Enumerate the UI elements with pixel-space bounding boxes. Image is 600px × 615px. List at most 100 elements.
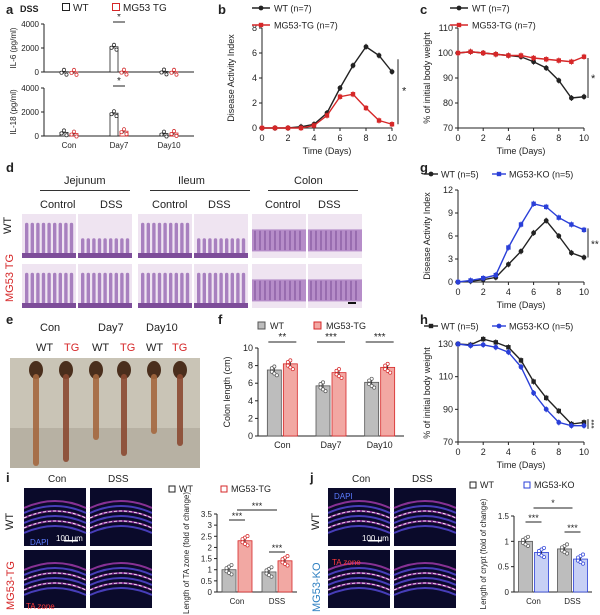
- fluorescence-image-grid: [328, 488, 456, 608]
- data-point: [531, 379, 536, 384]
- y-tick-label: 0: [35, 132, 40, 141]
- data-point: [245, 534, 250, 539]
- data-point: [122, 127, 126, 132]
- data-point: [72, 68, 76, 72]
- x-tick-label: 8: [556, 447, 561, 457]
- data-point: [565, 542, 569, 547]
- data-point: [321, 380, 325, 385]
- chart-panel-c: 70 80 90 100 110 0 2 4 6 8 10 % of initial body wei…: [422, 4, 596, 157]
- villus: [103, 238, 107, 254]
- legend-marker: [496, 323, 502, 329]
- villus: [141, 272, 145, 304]
- chart-panel-g: 0 3 6 9 12 0 2 4 6 8 10 Disease Activity Index Time …: [422, 170, 599, 311]
- data-point: [468, 49, 473, 54]
- data-point: [259, 125, 265, 131]
- data-point: [468, 278, 473, 283]
- legend-marker: [428, 323, 434, 329]
- data-point: [119, 130, 124, 135]
- villus: [64, 272, 68, 304]
- y-tick-label: 2: [208, 543, 213, 552]
- panel-j-images: Con DSS WT MG53-KO DAPI 100 μm TA zone: [306, 472, 468, 615]
- y-tick-label: 3: [448, 254, 453, 264]
- legend-label: WT (n=5): [441, 322, 479, 332]
- villus: [97, 238, 102, 254]
- fluorescence-tile: [328, 550, 391, 608]
- fluorescence-tile: [393, 550, 456, 608]
- data-point: [272, 125, 278, 131]
- data-point: [531, 55, 536, 61]
- data-point: [531, 59, 536, 65]
- x-tick-label: 6: [337, 133, 342, 143]
- data-point: [283, 561, 287, 566]
- data-point: [112, 109, 116, 114]
- villus: [36, 272, 40, 304]
- villus: [146, 272, 150, 304]
- bar: [534, 552, 549, 593]
- fluorescence-image-grid: [24, 488, 152, 608]
- data-point: [112, 42, 116, 47]
- villus: [169, 272, 173, 304]
- villus: [157, 272, 162, 304]
- significance-mark: ***: [590, 419, 599, 428]
- tissue-band: [328, 587, 391, 596]
- legend-swatch: [523, 481, 531, 489]
- significance-mark: ***: [567, 523, 578, 533]
- tissue-band: [24, 505, 87, 514]
- villus: [114, 272, 118, 304]
- histology-tile: [194, 214, 248, 258]
- x-tick-label: 4: [506, 287, 511, 297]
- villus: [109, 272, 113, 304]
- x-tick-label: 8: [363, 133, 368, 143]
- data-point: [172, 129, 176, 134]
- y-tick-label: 0: [248, 431, 253, 441]
- tissue-band: [328, 525, 391, 534]
- category-label: DSS: [269, 597, 285, 606]
- panel-letter-b: b: [218, 2, 226, 17]
- tissue-band: [24, 525, 87, 534]
- villus: [58, 222, 62, 254]
- data-point: [581, 423, 587, 429]
- villus: [146, 222, 150, 254]
- villus: [230, 272, 234, 304]
- villus: [174, 222, 178, 254]
- data-point: [556, 58, 561, 63]
- x-tick-label: 4: [311, 133, 316, 143]
- data-point: [518, 358, 524, 363]
- data-point: [518, 364, 524, 370]
- villus: [152, 272, 156, 304]
- villus: [185, 272, 190, 304]
- genotype-label: TG: [64, 342, 80, 354]
- data-point: [318, 382, 323, 387]
- tissue-band: [328, 567, 391, 576]
- data-point: [240, 537, 245, 542]
- bar: [331, 372, 347, 437]
- y-tick-label: 90: [443, 404, 453, 414]
- y-tick-label: 4000: [21, 84, 39, 93]
- data-point: [481, 336, 486, 342]
- villus: [185, 222, 190, 254]
- ta-zone-boundary: [328, 582, 391, 591]
- bar: [282, 363, 298, 437]
- x-tick-label: 10: [579, 133, 589, 143]
- mucosa: [308, 229, 362, 252]
- data-point: [159, 70, 164, 75]
- bar: [557, 548, 572, 593]
- y-tick-label: 6: [248, 378, 253, 388]
- x-tick-label: 10: [387, 133, 397, 143]
- villus: [208, 272, 212, 304]
- histology-tile: [308, 264, 362, 308]
- data-point: [288, 365, 293, 370]
- villus: [202, 238, 206, 254]
- condition-label: Control: [265, 199, 301, 211]
- col-label: DSS: [412, 474, 433, 485]
- legend-label: WT (n=7): [274, 4, 312, 14]
- data-point: [388, 370, 393, 375]
- data-point: [172, 67, 176, 72]
- genotype-label: TG: [172, 342, 188, 354]
- muscle-layer: [194, 303, 248, 308]
- villus: [208, 238, 212, 254]
- series-line: [457, 343, 584, 427]
- villus: [81, 272, 85, 304]
- fluorescence-tile: [24, 550, 87, 608]
